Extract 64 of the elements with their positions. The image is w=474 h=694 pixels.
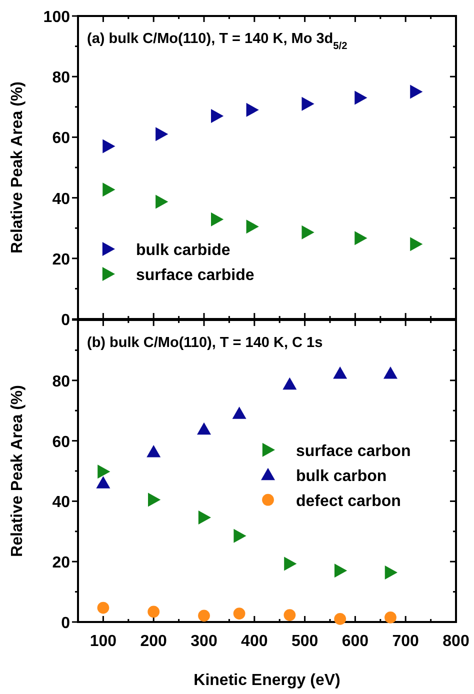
point — [102, 182, 116, 197]
point — [98, 464, 110, 479]
y-tick-label: 0 — [61, 615, 70, 632]
point — [246, 102, 259, 117]
point — [302, 225, 314, 240]
point — [302, 96, 314, 111]
legend-label: bulk carbon — [296, 468, 387, 485]
legend-label: defect carbon — [296, 492, 401, 510]
x-axis-title: Kinetic Energy (eV) — [194, 672, 340, 689]
point — [211, 108, 224, 123]
legend-label: surface carbon — [296, 442, 411, 460]
point — [232, 406, 246, 419]
y-axis-title: Relative Peak Area (%) — [9, 82, 26, 254]
x-tick-label: 200 — [140, 633, 168, 650]
point — [410, 237, 423, 252]
y-tick-label: 80 — [52, 373, 70, 390]
point — [334, 613, 346, 625]
point — [384, 612, 396, 624]
point — [96, 476, 110, 488]
y-tick-label: 100 — [43, 9, 70, 26]
point — [282, 377, 297, 390]
y-tick-label: 80 — [52, 70, 70, 87]
point — [334, 564, 348, 578]
y-tick-label: 60 — [52, 434, 70, 451]
point — [354, 90, 368, 105]
x-tick-label: 600 — [342, 633, 369, 650]
x-tick-label: 100 — [90, 633, 117, 650]
legend-label: bulk carbide — [136, 242, 230, 259]
x-tick-label: 800 — [442, 633, 470, 650]
point — [102, 139, 116, 154]
point — [156, 194, 168, 209]
x-tick-label: 700 — [392, 633, 420, 650]
point — [383, 366, 398, 379]
point — [384, 565, 398, 580]
y-tick-label: 40 — [52, 494, 70, 512]
y-tick-label: 20 — [52, 251, 70, 268]
point — [198, 610, 210, 622]
text: (b) bulk C/Mo(110), T = 140 K, C 1s — [87, 335, 323, 351]
y-axis-title: Relative Peak Area (%) — [9, 385, 26, 557]
point — [410, 84, 423, 99]
point — [234, 528, 246, 543]
point — [211, 212, 224, 226]
point — [148, 492, 161, 507]
point — [197, 422, 211, 435]
x-tick-label: 500 — [291, 633, 318, 650]
y-tick-label: 60 — [52, 130, 70, 148]
x-tick-label: 300 — [190, 633, 218, 650]
point — [156, 127, 168, 142]
point — [148, 606, 160, 618]
point — [146, 444, 161, 458]
point — [198, 510, 211, 525]
point — [333, 366, 348, 379]
point — [233, 608, 246, 620]
y-tick-label: 0 — [61, 312, 70, 329]
y-tick-label: 40 — [52, 190, 70, 208]
x-tick-label: 400 — [241, 633, 268, 650]
point — [284, 556, 297, 571]
legend-label: surface carbide — [136, 267, 254, 284]
point — [246, 220, 259, 234]
point — [354, 231, 368, 246]
y-tick-label: 20 — [52, 554, 70, 572]
point — [97, 602, 110, 614]
text: (a) bulk C/Mo(110), T = 140 K, Mo 3d$_{5/2}$ — [87, 31, 348, 52]
point — [284, 609, 296, 622]
